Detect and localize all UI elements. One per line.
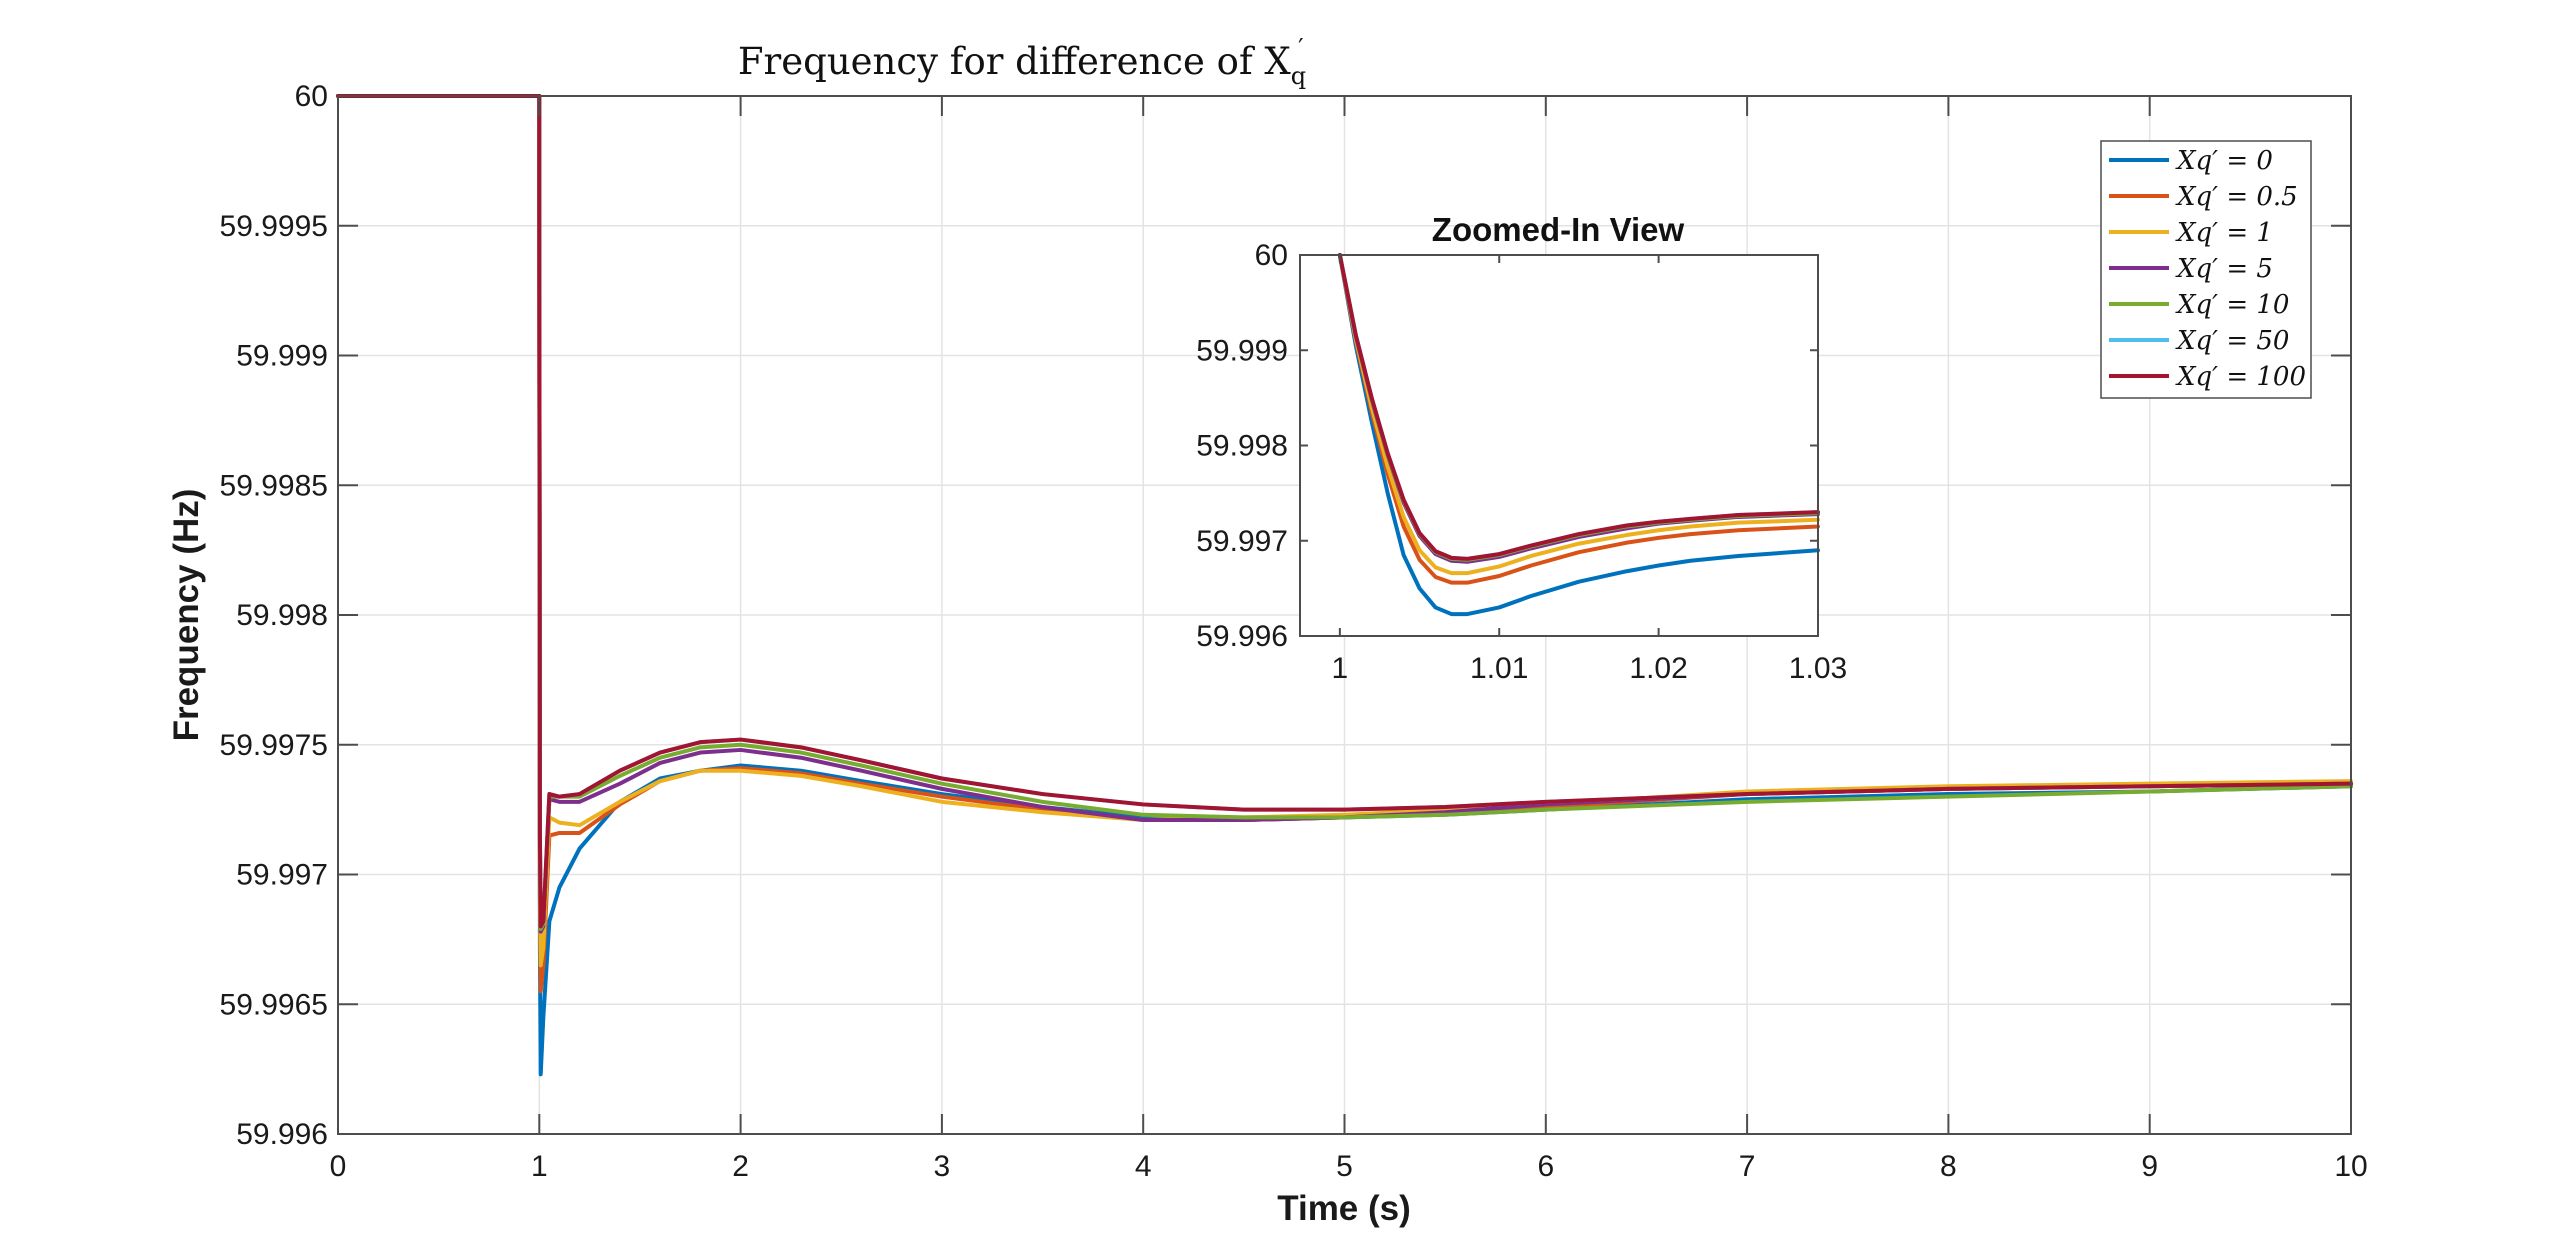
y-tick-label: 59.9965: [220, 988, 328, 1021]
legend-entries: Xq′ = 0 Xq′ = 0.5 Xq′ = 1 Xq′ = 5 Xq′ = 10 Xq…: [2109, 146, 2306, 392]
x-tick-label: 9: [2141, 1150, 2158, 1183]
x-tick-label: 8: [1940, 1150, 1957, 1183]
main-y-tick-labels: 59.996 59.9965 59.997 59.9975 59.998 59.9985 5…: [220, 80, 328, 1151]
inset-title: Zoomed-In View: [1432, 211, 1685, 248]
x-tick-label: 10: [2334, 1150, 2367, 1183]
x-tick-label: 1.03: [1789, 652, 1847, 685]
y-tick-label: 59.996: [1196, 620, 1288, 653]
main-x-tick-labels: 0 1 2 3 4 5 6 7 8 9 10: [330, 1150, 2368, 1183]
main-tick-marks: [337, 95, 2352, 1135]
x-tick-label: 1: [1332, 652, 1349, 685]
x-tick-label: 4: [1135, 1150, 1152, 1183]
x-tick-label: 3: [934, 1150, 951, 1183]
y-axis-label: Frequency (Hz): [167, 489, 206, 742]
x-tick-label: 1.02: [1629, 652, 1687, 685]
y-tick-label: 59.996: [236, 1118, 328, 1151]
x-tick-label: 2: [732, 1150, 749, 1183]
legend-label: Xq′ = 1: [2175, 218, 2273, 248]
chart-title: Frequency for difference of Xq′: [738, 34, 1306, 90]
y-tick-label: 59.9995: [220, 210, 328, 243]
chart-title-superscript: ′: [1298, 34, 1303, 62]
x-tick-label: 0: [330, 1150, 347, 1183]
y-tick-label: 59.9985: [220, 469, 328, 502]
main-series-lines: [336, 94, 2353, 1077]
chart-title-subscript: q: [1291, 62, 1306, 90]
y-tick-label: 60: [295, 80, 328, 113]
legend-label: Xq′ = 0.5: [2175, 182, 2298, 212]
y-tick-label: 59.997: [1196, 525, 1288, 558]
y-tick-label: 59.9975: [220, 729, 328, 762]
legend: Xq′ = 0 Xq′ = 0.5 Xq′ = 1 Xq′ = 5 Xq′ = 10 Xq…: [2100, 140, 2312, 399]
chart-title-text: Frequency for difference of X: [738, 40, 1292, 83]
x-tick-label: 1.01: [1470, 652, 1528, 685]
legend-label: Xq′ = 50: [2175, 326, 2289, 356]
x-tick-label: 5: [1336, 1150, 1353, 1183]
series-line: [1337, 253, 1820, 561]
y-tick-label: 59.999: [1196, 334, 1288, 367]
series-line: [1337, 253, 1820, 617]
y-tick-label: 59.998: [1196, 430, 1288, 463]
x-tick-label: 6: [1537, 1150, 1554, 1183]
legend-label: Xq′ = 5: [2175, 254, 2273, 284]
legend-label: Xq′ = 10: [2175, 290, 2289, 320]
series-line: [336, 94, 2353, 929]
series-line: [1337, 253, 1820, 576]
inset-x-tick-labels: 1 1.01 1.02 1.03: [1332, 652, 1848, 685]
x-tick-label: 1: [531, 1150, 548, 1183]
series-line: [336, 94, 2353, 994]
y-tick-label: 59.998: [236, 599, 328, 632]
x-tick-label: 7: [1739, 1150, 1756, 1183]
y-tick-label: 59.999: [236, 340, 328, 373]
legend-label: Xq′ = 0: [2175, 146, 2273, 176]
x-axis-label: Time (s): [1277, 1189, 1411, 1228]
inset-y-tick-labels: 59.996 59.997 59.998 59.999 60: [1196, 239, 1288, 653]
y-tick-label: 59.997: [236, 859, 328, 892]
inset-series-lines: [1337, 253, 1820, 617]
inset-tick-marks: [1300, 254, 1819, 637]
legend-label: Xq′ = 100: [2175, 362, 2306, 392]
y-tick-label: 60: [1255, 239, 1288, 272]
